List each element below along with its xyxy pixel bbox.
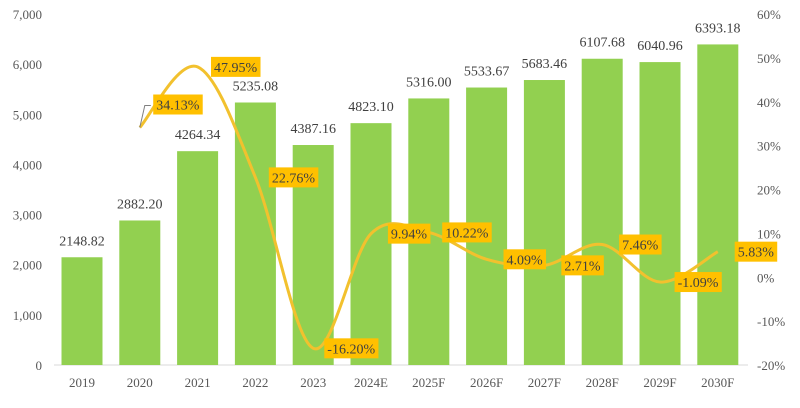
left-axis-tick: 5,000: [13, 107, 42, 122]
growth-rate-label: 22.76%: [272, 171, 316, 186]
bar-value-label: 5235.08: [233, 79, 279, 94]
x-axis-tick: 2021: [185, 375, 211, 390]
right-axis-tick: 60%: [757, 7, 781, 22]
growth-rate-label: 9.94%: [391, 228, 428, 243]
growth-rate-label-box: [561, 255, 604, 276]
x-axis-tick: 2026F: [470, 375, 503, 390]
bar: [581, 58, 623, 366]
growth-rate-label: 10.22%: [445, 226, 489, 241]
right-axis-tick: 50%: [757, 51, 781, 66]
growth-rate-label: 2.71%: [564, 259, 601, 274]
x-axis-tick: 2024E: [354, 375, 388, 390]
growth-rate-label: 47.95%: [214, 61, 258, 76]
right-axis-tick: -20%: [757, 358, 785, 373]
bar: [639, 62, 681, 366]
left-axis-tick: 3,000: [13, 208, 42, 223]
x-axis-tick: 2030F: [701, 375, 734, 390]
x-axis-tick: 2022: [242, 375, 268, 390]
bar: [350, 123, 392, 366]
x-axis-tick: 2027F: [528, 375, 561, 390]
growth-rate-label-box: [674, 272, 722, 293]
growth-rate-label-box: [442, 222, 492, 243]
bar: [119, 220, 161, 365]
right-axis-tick: 0%: [757, 270, 775, 285]
growth-rate-label-box: [503, 249, 547, 270]
bar-value-label: 5683.46: [522, 57, 568, 72]
bar-value-label: 6107.68: [579, 36, 625, 51]
bar: [61, 257, 103, 365]
x-axis-tick: 2020: [127, 375, 153, 390]
growth-rate-label: 7.46%: [622, 239, 659, 254]
right-axis-tick: 20%: [757, 183, 781, 198]
growth-rate-label: 5.83%: [738, 246, 775, 261]
growth-rate-line: [138, 64, 719, 351]
bar: [523, 80, 565, 365]
left-axis-tick: 0: [36, 358, 43, 373]
growth-rate-label-box: [387, 223, 431, 244]
bar-value-label: 5533.67: [464, 65, 510, 80]
left-axis-tick: 6,000: [13, 57, 42, 72]
growth-rate-label: 4.09%: [507, 253, 544, 268]
bar-value-label: 4823.10: [348, 100, 394, 115]
x-axis-tick: 2023: [300, 375, 326, 390]
left-axis-tick: 7,000: [13, 7, 42, 22]
bar-value-label: 2148.82: [59, 234, 105, 249]
growth-rate-label: -16.20%: [327, 342, 375, 357]
right-axis-tick: -10%: [757, 314, 785, 329]
x-axis-tick: 2025F: [412, 375, 445, 390]
x-axis-tick: 2019: [69, 375, 95, 390]
right-axis-tick: 10%: [757, 226, 781, 241]
growth-rate-label-box: [153, 94, 203, 115]
growth-rate-label-box: [619, 234, 662, 255]
growth-rate-label-box: [734, 241, 778, 262]
bar-value-label: 2882.20: [117, 197, 163, 212]
bar-value-label: 4387.16: [290, 122, 336, 137]
left-axis-tick: 4,000: [13, 157, 42, 172]
x-axis-tick: 2028F: [586, 375, 619, 390]
growth-rate-label-box: [268, 167, 319, 188]
right-axis-tick: 30%: [757, 139, 781, 154]
bar-value-label: 5316.00: [406, 75, 452, 90]
bar: [697, 44, 739, 366]
bar-value-label: 6040.96: [637, 39, 683, 54]
right-axis-tick: 40%: [757, 95, 781, 110]
x-axis-tick: 2029F: [643, 375, 676, 390]
growth-rate-label: 34.13%: [156, 99, 200, 114]
left-axis-tick: 1,000: [13, 308, 42, 323]
growth-rate-label: -1.09%: [678, 276, 719, 291]
label-leader-line: [139, 105, 151, 128]
bar-value-label: 6393.18: [695, 21, 741, 36]
left-axis-tick: 2,000: [13, 258, 42, 273]
bar-value-label: 4264.34: [175, 128, 221, 143]
growth-rate-label-box: [211, 56, 261, 77]
growth-rate-label-box: [324, 338, 379, 359]
bar: [177, 151, 219, 365]
